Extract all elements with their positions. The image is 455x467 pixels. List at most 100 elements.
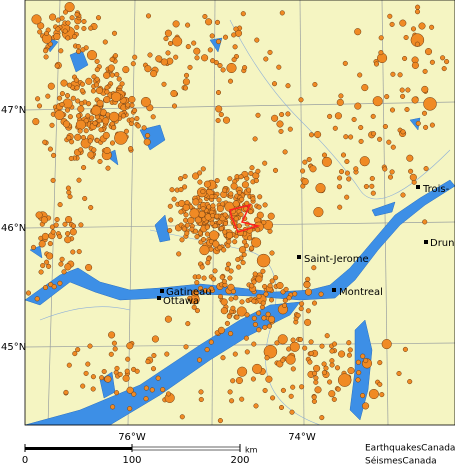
earthquake [251,298,257,304]
earthquake [228,331,234,337]
earthquake [298,97,304,103]
earthquake [182,85,189,91]
earthquake [414,9,421,15]
earthquake [42,139,48,145]
earthquake [36,103,43,109]
earthquake [37,29,43,35]
earthquake [358,138,364,144]
earthquake [418,22,426,30]
earthquake [83,370,89,376]
earthquake [370,190,376,196]
earthquake [150,366,157,372]
earthquake [102,131,110,139]
latitude-label: 45°N [1,342,26,353]
earthquake [292,291,298,297]
earthquake [208,339,214,345]
earthquake [233,26,239,32]
earthquake [194,55,200,61]
earthquake [404,106,410,113]
earthquake [70,95,76,101]
earthquake [90,374,96,380]
earthquake [184,200,190,206]
earthquake [257,194,263,200]
earthquake [217,245,223,251]
earthquake [360,353,366,359]
earthquake [228,268,234,274]
earthquake [62,120,70,128]
earthquake [187,295,193,301]
earthquake [143,385,149,391]
earthquake [308,132,315,138]
earthquake [217,326,225,334]
earthquake [226,62,237,74]
earthquake [227,78,234,84]
earthquake [243,335,249,341]
earthquake [340,152,347,158]
earthquake [286,295,292,301]
earthquake [222,212,228,218]
earthquake [102,117,110,125]
earthquake [81,164,87,171]
earthquake [117,371,123,377]
earthquake [43,48,49,54]
earthquake [235,256,241,263]
earthquake [336,98,344,106]
earthquake [302,345,308,351]
earthquake [314,130,322,139]
earthquake [201,275,207,281]
earthquake [53,32,61,41]
earthquake [222,34,229,40]
earthquake [369,175,375,182]
earthquake [200,236,207,243]
earthquake [403,34,409,41]
earthquake [351,116,357,123]
earthquake [381,339,392,350]
earthquake [255,168,261,174]
earthquake [306,156,312,163]
earthquake [196,274,202,280]
earthquake [197,179,203,185]
earthquake [43,54,49,60]
earthquake [321,370,327,376]
earthquake [255,112,261,118]
latitude-label: 47°N [1,105,26,116]
earthquake [182,78,190,86]
earthquake [253,403,259,409]
earthquake [66,135,72,141]
earthquake [239,196,245,202]
earthquake [249,283,255,289]
earthquake [165,391,172,397]
earthquake [210,213,216,219]
earthquake [80,134,86,141]
earthquake [409,173,417,181]
earthquake [203,180,211,188]
earthquake [57,233,63,240]
earthquake [75,43,81,50]
earthquake [289,409,295,415]
earthquake [76,249,82,255]
earthquake [124,368,130,374]
earthquake [91,74,97,80]
earthquake [105,165,111,171]
earthquake [252,136,258,142]
earthquake [60,79,68,87]
earthquake [141,125,147,131]
earthquake [355,359,361,365]
earthquake [31,14,42,25]
earthquake [110,404,116,410]
earthquake [79,88,85,94]
earthquake [42,284,49,291]
earthquake [182,203,190,211]
earthquake [61,269,67,275]
earthquake [210,203,216,209]
earthquake [358,124,364,131]
earthquake [65,185,71,191]
earthquake [415,4,421,10]
earthquake [363,358,369,364]
earthquake [321,152,328,158]
earthquake [278,404,285,411]
earthquake [147,52,153,58]
earthquake [295,312,301,318]
earthquake [45,93,51,99]
earthquake [244,349,250,355]
